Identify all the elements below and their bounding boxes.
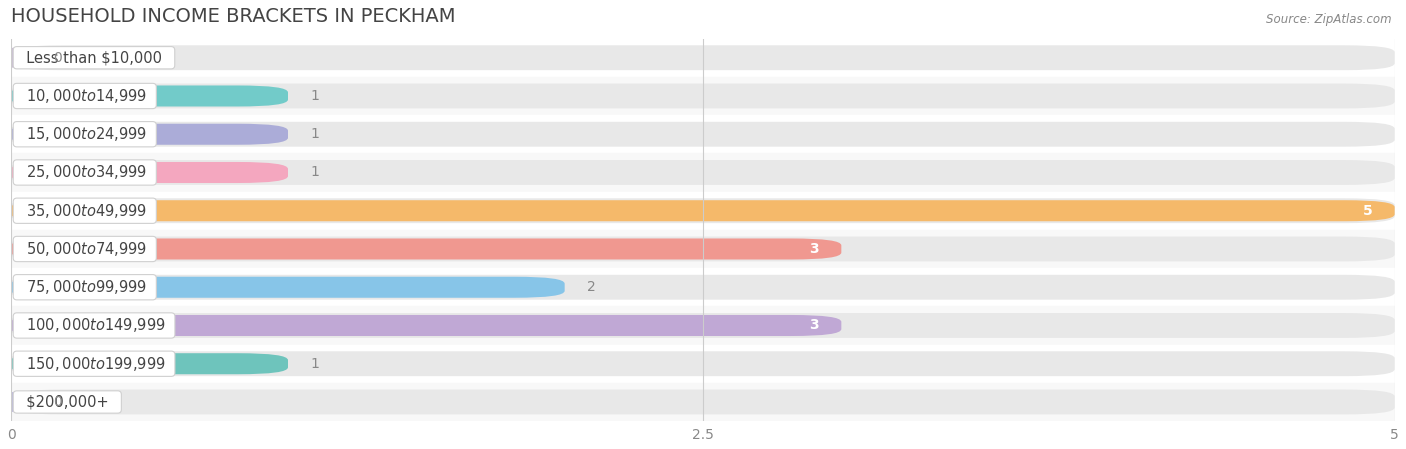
FancyBboxPatch shape — [11, 84, 1395, 108]
Bar — [11, 230, 1395, 268]
Text: 3: 3 — [810, 318, 820, 333]
Text: $100,000 to $149,999: $100,000 to $149,999 — [17, 317, 172, 335]
Bar — [11, 192, 1395, 230]
FancyBboxPatch shape — [11, 85, 288, 106]
Bar — [11, 383, 1395, 421]
FancyBboxPatch shape — [11, 390, 1395, 414]
Text: $25,000 to $34,999: $25,000 to $34,999 — [17, 163, 153, 181]
Text: $35,000 to $49,999: $35,000 to $49,999 — [17, 202, 153, 220]
Bar — [11, 115, 1395, 154]
Text: $10,000 to $14,999: $10,000 to $14,999 — [17, 87, 153, 105]
Bar — [11, 77, 1395, 115]
FancyBboxPatch shape — [11, 353, 288, 374]
Text: 3: 3 — [810, 242, 820, 256]
Bar — [11, 39, 1395, 77]
Bar — [11, 345, 1395, 383]
FancyBboxPatch shape — [11, 160, 1395, 185]
Text: HOUSEHOLD INCOME BRACKETS IN PECKHAM: HOUSEHOLD INCOME BRACKETS IN PECKHAM — [11, 7, 456, 26]
FancyBboxPatch shape — [11, 45, 1395, 70]
Text: $75,000 to $99,999: $75,000 to $99,999 — [17, 278, 153, 296]
Bar — [11, 268, 1395, 306]
FancyBboxPatch shape — [11, 351, 1395, 376]
FancyBboxPatch shape — [11, 313, 1395, 338]
FancyBboxPatch shape — [11, 122, 1395, 147]
FancyBboxPatch shape — [11, 277, 565, 298]
Text: 2: 2 — [586, 280, 596, 294]
Text: 1: 1 — [311, 89, 319, 103]
FancyBboxPatch shape — [11, 162, 288, 183]
Text: $50,000 to $74,999: $50,000 to $74,999 — [17, 240, 153, 258]
Text: 5: 5 — [1362, 204, 1372, 218]
Text: $15,000 to $24,999: $15,000 to $24,999 — [17, 125, 153, 143]
FancyBboxPatch shape — [11, 198, 1395, 223]
Text: 0: 0 — [53, 51, 62, 65]
Text: $200,000+: $200,000+ — [17, 395, 118, 409]
Text: 1: 1 — [311, 166, 319, 180]
Bar — [11, 306, 1395, 345]
FancyBboxPatch shape — [11, 275, 1395, 299]
Bar — [11, 154, 1395, 192]
FancyBboxPatch shape — [11, 392, 45, 413]
Text: Less than $10,000: Less than $10,000 — [17, 50, 172, 65]
Text: 1: 1 — [311, 357, 319, 371]
FancyBboxPatch shape — [11, 238, 841, 260]
FancyBboxPatch shape — [11, 200, 1395, 221]
FancyBboxPatch shape — [11, 124, 288, 145]
Text: Source: ZipAtlas.com: Source: ZipAtlas.com — [1267, 13, 1392, 26]
Text: 1: 1 — [311, 127, 319, 141]
FancyBboxPatch shape — [11, 315, 841, 336]
Text: 0: 0 — [53, 395, 62, 409]
FancyBboxPatch shape — [11, 237, 1395, 261]
FancyBboxPatch shape — [11, 47, 45, 68]
Text: $150,000 to $199,999: $150,000 to $199,999 — [17, 355, 172, 373]
